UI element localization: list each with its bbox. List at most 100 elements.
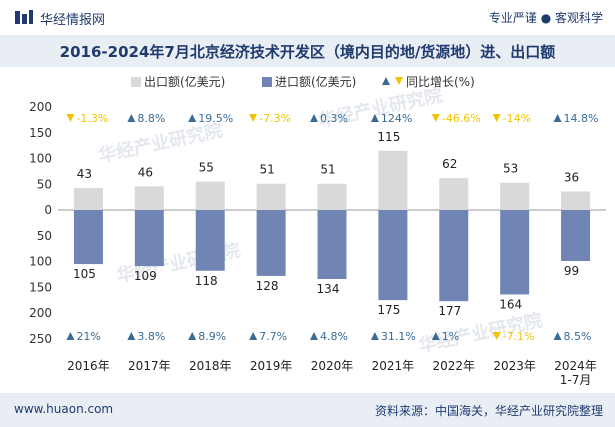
legend-label-growth: 同比增长(%): [406, 75, 475, 89]
legend-down-triangle-icon: [395, 77, 403, 85]
import-value-label: 99: [564, 264, 579, 278]
export-bar: [256, 183, 286, 210]
x-tick-label: 2023年: [493, 359, 536, 373]
import-growth-label: -7.1%: [503, 330, 535, 343]
import-bar: [378, 210, 408, 301]
y-tick-label: 200: [29, 306, 52, 320]
y-tick-label: 100: [29, 255, 52, 269]
up-triangle-icon: [370, 114, 379, 122]
up-triangle-icon: [310, 332, 318, 340]
import-bar: [561, 210, 591, 261]
footer-url[interactable]: www.huaon.com: [14, 402, 114, 416]
y-tick-label: 150: [29, 280, 52, 294]
legend-label-export: 出口额(亿美元): [144, 74, 225, 89]
up-triangle-icon: [127, 332, 136, 340]
import-value-label: 128: [256, 279, 279, 293]
up-triangle-icon: [127, 114, 136, 122]
down-triangle-icon: [492, 114, 501, 122]
export-growth-label: -1.3%: [76, 112, 108, 125]
footer: www.huaon.com 资料来源：中国海关，华经产业研究院整理: [0, 393, 615, 427]
import-value-label: 109: [134, 269, 157, 283]
export-value-label: 55: [199, 161, 214, 175]
import-growth-label: 21%: [76, 330, 100, 343]
x-tick-label: 2022年: [433, 359, 476, 373]
export-growth-label: -14%: [503, 112, 531, 125]
title-bar: 2016-2024年7月北京经济技术开发区（境内目的地/货源地）进、出口额: [0, 35, 615, 67]
up-triangle-icon: [188, 332, 197, 340]
slogan: 专业严谨 ● 客观科学: [488, 11, 603, 25]
up-triangle-icon: [66, 332, 75, 340]
logo-icon: [15, 10, 33, 24]
chart-title: 2016-2024年7月北京经济技术开发区（境内目的地/货源地）进、出口额: [59, 43, 556, 61]
y-tick-label: 250: [29, 332, 52, 346]
y-tick-label: 150: [29, 126, 52, 140]
legend-label-import: 进口额(亿美元): [275, 74, 356, 89]
export-value-label: 51: [259, 163, 274, 177]
export-bar: [73, 187, 103, 210]
y-tick-label: 0: [44, 203, 52, 217]
import-growth-label: 8.9%: [198, 330, 226, 343]
x-tick-label: 2016年: [67, 359, 110, 373]
import-growth-label: 4.8%: [320, 330, 348, 343]
legend-swatch-export: [131, 77, 141, 87]
export-value-label: 51: [320, 163, 335, 177]
up-triangle-icon: [370, 332, 379, 340]
import-value-label: 175: [377, 303, 400, 317]
import-value-label: 177: [438, 304, 461, 318]
y-tick-label: 100: [29, 152, 52, 166]
export-value-label: 36: [564, 170, 579, 184]
import-bar: [439, 210, 469, 302]
down-triangle-icon: [431, 114, 440, 122]
import-bar: [256, 210, 286, 276]
import-value-label: 105: [73, 267, 96, 281]
export-growth-label: 14.8%: [564, 112, 599, 125]
export-bar: [378, 150, 408, 210]
up-triangle-icon: [249, 332, 258, 340]
import-bar: [134, 210, 164, 267]
export-bar: [134, 186, 164, 210]
export-bar: [195, 181, 225, 210]
x-tick-label: 2024年: [554, 359, 597, 373]
export-growth-label: 19.5%: [198, 112, 233, 125]
export-bar: [561, 191, 591, 210]
import-bar: [73, 210, 103, 265]
import-value-label: 118: [195, 274, 218, 288]
x-tick-label: 2017年: [128, 359, 171, 373]
import-growth-label: 7.7%: [259, 330, 287, 343]
up-triangle-icon: [431, 332, 440, 340]
x-tick-label: 1-7月: [560, 373, 592, 387]
import-growth-label: 8.5%: [564, 330, 592, 343]
export-value-label: 62: [442, 157, 457, 171]
up-triangle-icon: [310, 114, 318, 122]
legend-swatch-import: [262, 77, 272, 87]
export-value-label: 53: [503, 162, 518, 176]
top-bar: 华经情报网 专业严谨 ● 客观科学: [0, 0, 615, 35]
export-growth-label: -7.3%: [259, 112, 291, 125]
import-growth-label: 3.8%: [137, 330, 165, 343]
export-growth-label: 124%: [381, 112, 412, 125]
import-growth-label: 31.1%: [381, 330, 416, 343]
export-value-label: 115: [377, 130, 400, 144]
footer-source: 资料来源：中国海关，华经产业研究院整理: [374, 404, 603, 418]
y-tick-label: 50: [37, 177, 52, 191]
import-growth-label: 1%: [442, 330, 459, 343]
import-bar: [317, 210, 347, 280]
x-tick-label: 2021年: [372, 359, 415, 373]
import-bar: [500, 210, 530, 295]
export-bar: [439, 178, 469, 210]
x-tick-label: 2019年: [250, 359, 293, 373]
up-triangle-icon: [188, 114, 197, 122]
x-tick-label: 2020年: [311, 359, 354, 373]
down-triangle-icon: [492, 332, 501, 340]
down-triangle-icon: [249, 114, 258, 122]
x-tick-label: 2018年: [189, 359, 232, 373]
y-tick-label: 200: [29, 100, 52, 114]
import-bar: [195, 210, 225, 271]
y-tick-label: 50: [37, 229, 52, 243]
import-value-label: 164: [499, 297, 522, 311]
site-name: 华经情报网: [40, 13, 106, 28]
import-value-label: 134: [317, 282, 340, 296]
up-triangle-icon: [553, 332, 562, 340]
export-growth-label: 0.3%: [320, 112, 348, 125]
